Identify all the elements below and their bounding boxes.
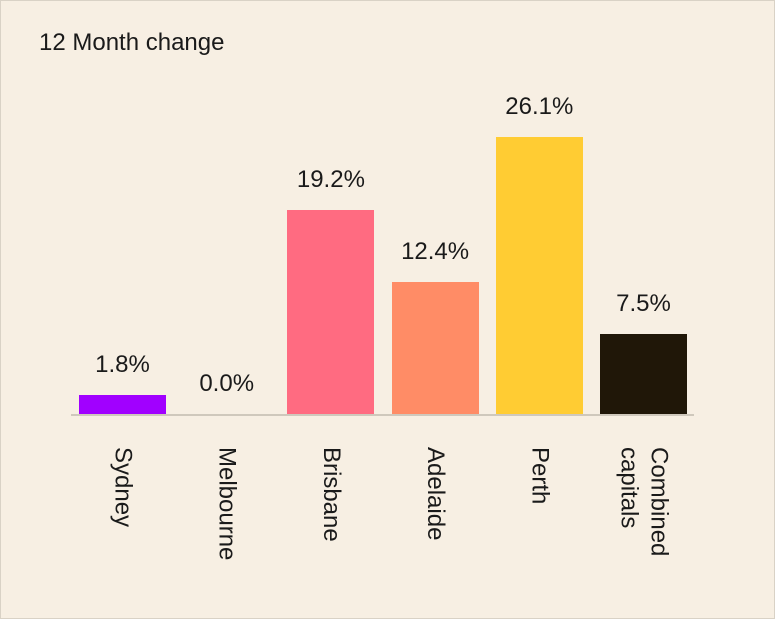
- value-label: 1.8%: [95, 350, 150, 378]
- bar: [391, 282, 479, 414]
- value-label: 12.4%: [401, 238, 470, 266]
- value-label: 7.5%: [616, 290, 671, 318]
- value-label: 19.2%: [296, 166, 365, 194]
- bar: [600, 334, 687, 414]
- category-label: Sydney: [109, 447, 137, 528]
- bar: [495, 137, 583, 414]
- category-label: Perth: [526, 447, 554, 505]
- bar: [79, 394, 166, 414]
- category-label: Melbourne: [213, 447, 241, 561]
- category-label: Brisbane: [317, 447, 345, 542]
- bar: [287, 210, 375, 414]
- value-label: 0.0%: [199, 370, 255, 397]
- category-label: Adelaide: [422, 447, 450, 541]
- value-label: 26.1%: [505, 93, 574, 121]
- category-label: Combined capitals: [615, 447, 673, 557]
- chart-title: 12 Month change: [39, 29, 225, 56]
- baseline: [71, 414, 694, 416]
